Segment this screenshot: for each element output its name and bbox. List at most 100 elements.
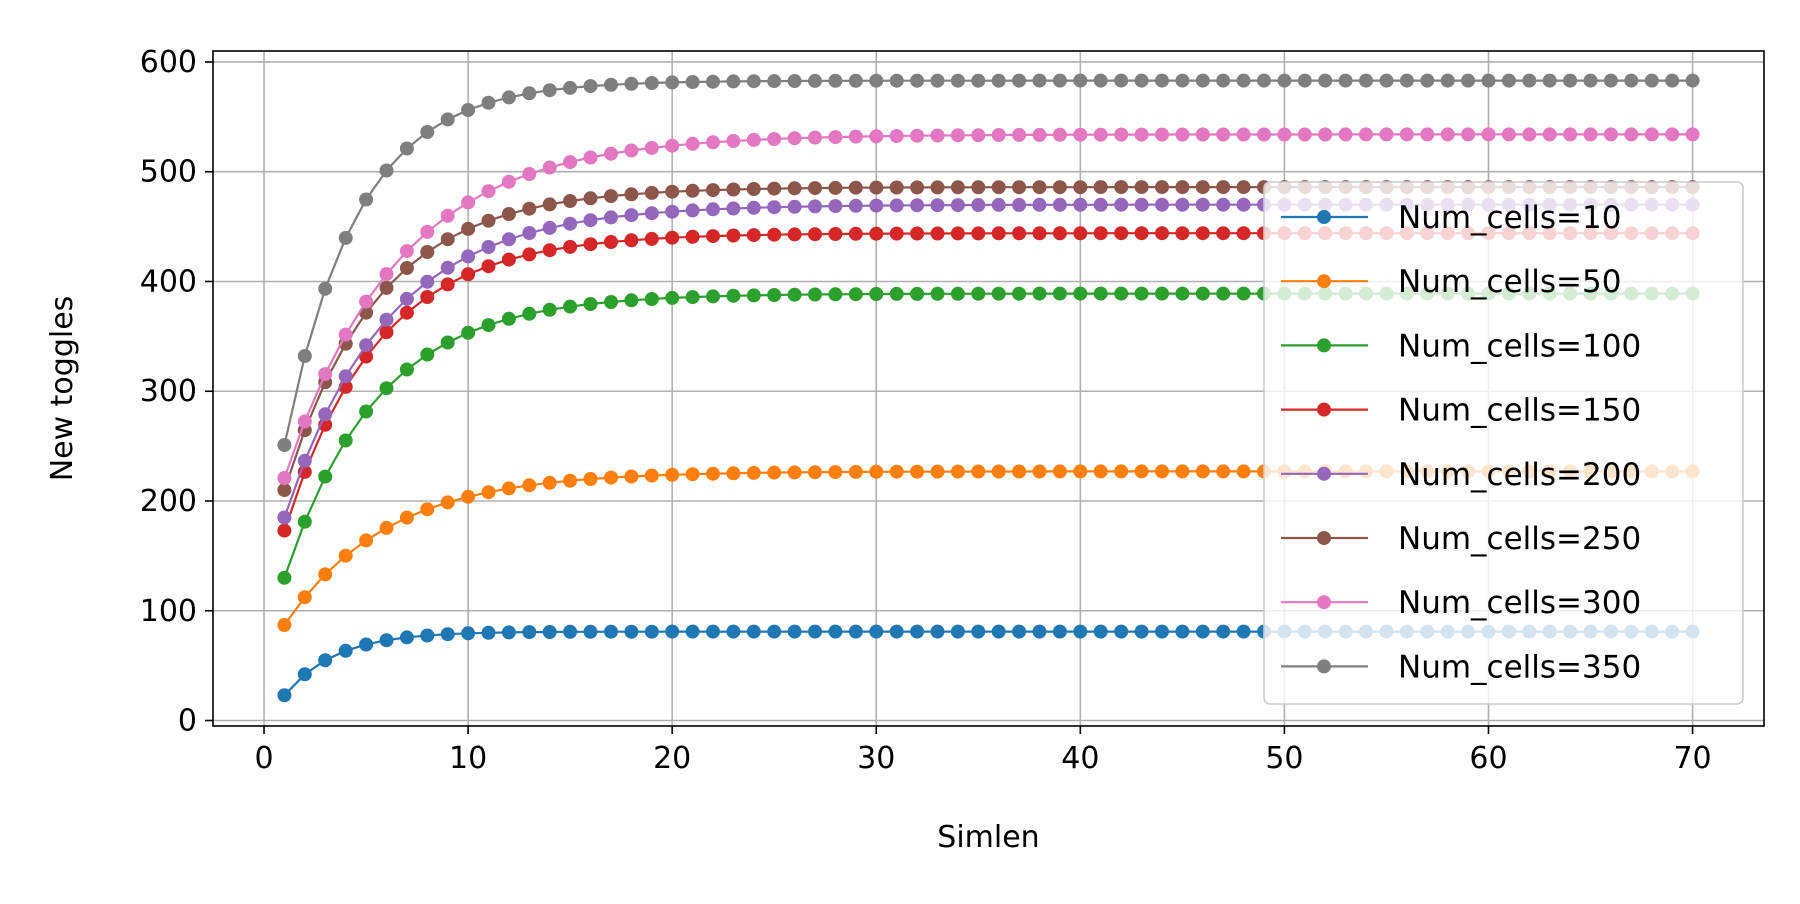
legend-label: Num_cells=150 <box>1398 393 1641 429</box>
x-tick-label: 60 <box>1469 741 1507 776</box>
data-point <box>1093 197 1108 212</box>
data-point <box>869 226 884 241</box>
data-point <box>624 208 639 223</box>
data-point <box>420 224 435 239</box>
data-point <box>379 520 394 535</box>
data-point <box>277 618 292 632</box>
y-tick-label: 100 <box>140 594 197 629</box>
data-point <box>685 203 700 218</box>
data-point <box>542 475 557 490</box>
data-point <box>1073 127 1088 142</box>
data-point <box>1216 286 1231 301</box>
data-point <box>1114 226 1129 241</box>
legend-swatch-marker <box>1317 531 1331 545</box>
data-point <box>461 221 476 236</box>
data-point <box>420 125 435 139</box>
data-point <box>501 311 516 326</box>
data-point <box>563 239 578 254</box>
data-point <box>1236 180 1251 195</box>
data-point <box>848 624 863 639</box>
data-point <box>481 485 496 500</box>
data-point <box>1052 226 1067 241</box>
legend-swatch-marker <box>1317 466 1331 481</box>
data-point <box>1012 226 1027 241</box>
data-point <box>1073 286 1088 301</box>
data-point <box>1012 624 1027 639</box>
data-point <box>1175 286 1190 301</box>
data-point <box>399 141 414 156</box>
data-point <box>379 325 394 340</box>
data-point <box>910 128 925 143</box>
data-point <box>685 75 700 89</box>
data-point <box>828 199 843 214</box>
data-point <box>440 277 455 292</box>
data-point <box>1522 127 1537 142</box>
data-point <box>542 302 557 317</box>
data-point <box>1134 226 1149 241</box>
data-point <box>991 180 1006 195</box>
data-point <box>665 184 680 199</box>
data-point <box>1379 127 1394 142</box>
data-point <box>1052 464 1067 479</box>
data-point <box>359 404 374 419</box>
data-point <box>1012 286 1027 301</box>
data-point <box>1420 73 1435 88</box>
data-point <box>1236 286 1251 301</box>
legend-swatch-marker <box>1317 595 1331 610</box>
data-point <box>991 226 1006 241</box>
legend-label: Num_cells=300 <box>1398 585 1641 621</box>
data-point <box>726 466 741 481</box>
data-point <box>1032 73 1047 88</box>
data-point <box>828 180 843 195</box>
legend-label: Num_cells=200 <box>1398 457 1641 493</box>
data-point <box>950 128 965 143</box>
data-point <box>889 198 904 213</box>
data-point <box>869 624 884 639</box>
data-point <box>726 624 741 639</box>
data-point <box>1155 464 1169 479</box>
data-point <box>930 73 945 88</box>
legend-label: Num_cells=10 <box>1398 200 1621 236</box>
data-point <box>379 267 394 282</box>
data-point <box>501 481 516 496</box>
data-point <box>848 198 863 213</box>
data-point <box>440 335 455 350</box>
data-point <box>318 367 333 382</box>
data-point <box>481 213 496 228</box>
data-point <box>910 198 925 213</box>
data-point <box>1052 286 1067 301</box>
data-point <box>420 347 435 362</box>
data-point <box>461 626 476 641</box>
data-point <box>583 79 598 94</box>
data-point <box>1175 226 1190 241</box>
data-point <box>685 467 700 482</box>
data-point <box>1052 624 1067 639</box>
data-point <box>889 129 904 143</box>
legend-item: Num_cells=200 <box>1281 457 1641 493</box>
x-tick-label: 10 <box>449 741 487 776</box>
data-point <box>1603 73 1618 88</box>
data-point <box>746 132 761 147</box>
data-point <box>746 288 761 303</box>
data-point <box>930 286 945 301</box>
data-point <box>665 290 680 305</box>
data-point <box>930 464 945 479</box>
data-point <box>318 653 333 668</box>
data-point <box>1114 464 1129 479</box>
legend-label: Num_cells=250 <box>1398 521 1641 557</box>
data-point <box>501 232 516 247</box>
data-point <box>604 146 618 161</box>
data-point <box>930 624 945 639</box>
data-point <box>481 240 496 254</box>
data-point <box>787 199 802 214</box>
data-point <box>1359 127 1373 142</box>
data-point <box>1277 73 1292 88</box>
data-point <box>828 227 843 241</box>
data-point <box>767 74 782 89</box>
data-point <box>1624 73 1639 88</box>
data-point <box>440 260 455 275</box>
data-point <box>297 349 312 363</box>
data-point <box>848 180 863 195</box>
data-point <box>1297 127 1312 142</box>
